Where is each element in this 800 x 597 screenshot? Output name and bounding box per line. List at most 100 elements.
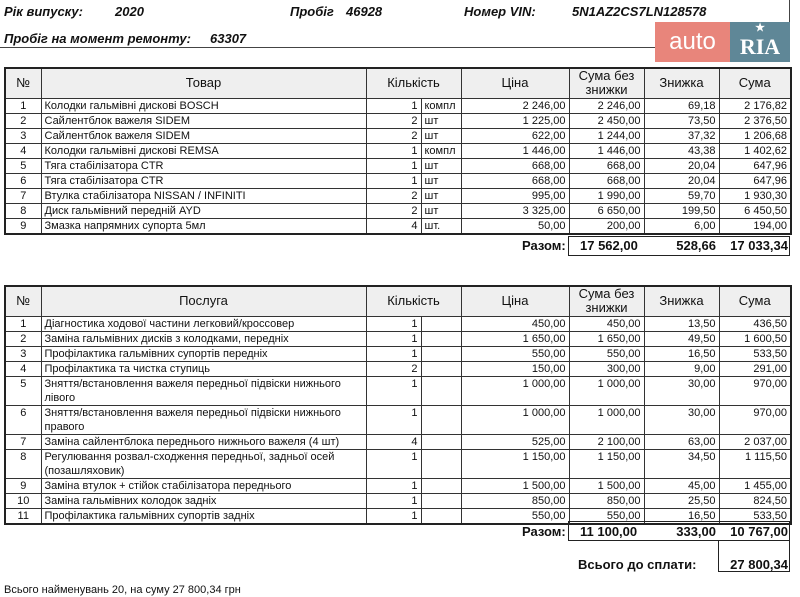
cell-sum: 970,00 bbox=[718, 404, 792, 435]
logo-ria: ★ RIA bbox=[730, 22, 790, 62]
cell-number: 6 bbox=[4, 172, 42, 189]
col-sum: Сума bbox=[718, 67, 792, 99]
cell-unit: шт bbox=[420, 187, 462, 204]
table-row: 1 Діагностика ходової частини легковий/кр… bbox=[4, 315, 792, 332]
cell-price: 3 325,00 bbox=[460, 202, 570, 219]
cell-number: 6 bbox=[4, 404, 42, 435]
cell-price: 850,00 bbox=[460, 492, 570, 509]
cell-sum: 533,50 bbox=[718, 345, 792, 362]
parts-table: № Товар Кількість Ціна Сума без знижки З… bbox=[4, 67, 792, 235]
table-row: 7 Заміна сайлентблока переднього нижнього… bbox=[4, 433, 792, 450]
cell-quantity: 1 bbox=[365, 507, 422, 524]
cell-price: 1 225,00 bbox=[460, 112, 570, 129]
col-number: № bbox=[4, 67, 42, 99]
cell-price: 550,00 bbox=[460, 345, 570, 362]
cell-quantity: 4 bbox=[365, 433, 422, 450]
cell-price: 668,00 bbox=[460, 172, 570, 189]
table-row: 3 Сайлентблок важеля SIDEM 2 шт 622,00 1 244,… bbox=[4, 127, 792, 144]
cell-number: 9 bbox=[4, 217, 42, 234]
cell-gross: 1 000,00 bbox=[568, 404, 645, 435]
cell-discount: 43,38 bbox=[643, 142, 720, 159]
cell-name: Заміна гальмівних колодок задніх bbox=[40, 492, 367, 509]
cell-number: 7 bbox=[4, 187, 42, 204]
logo-auto: auto bbox=[655, 22, 730, 62]
vin-value: 5N1AZ2CS7LN128578 bbox=[572, 4, 707, 19]
cell-gross: 1 500,00 bbox=[568, 477, 645, 494]
col-discount: Знижка bbox=[643, 285, 720, 317]
cell-gross: 850,00 bbox=[568, 492, 645, 509]
cell-name: Профілактика та чистка ступиць bbox=[40, 360, 367, 377]
cell-name: Колодки гальмівні дискові BOSCH bbox=[40, 97, 367, 114]
services-total-discount: 333,00 bbox=[676, 524, 716, 539]
mileage-value: 46928 bbox=[346, 4, 383, 19]
cell-gross: 668,00 bbox=[568, 157, 645, 174]
cell-price: 995,00 bbox=[460, 187, 570, 204]
parts-total-net: 17 033,34 bbox=[730, 238, 788, 253]
cell-unit bbox=[420, 360, 462, 377]
services-total-label: Разом: bbox=[522, 524, 566, 539]
cell-name: Діагностика ходової частини легковий/кро… bbox=[40, 315, 367, 332]
parts-total-discount: 528,66 bbox=[676, 238, 716, 253]
cell-unit: шт bbox=[420, 157, 462, 174]
cell-quantity: 1 bbox=[365, 97, 422, 114]
table-row: 5 Тяга стабілізатора CTR 1 шт 668,00 668,00 20… bbox=[4, 157, 792, 174]
cell-gross: 1 446,00 bbox=[568, 142, 645, 159]
cell-price: 1 000,00 bbox=[460, 404, 570, 435]
cell-sum: 647,96 bbox=[718, 172, 792, 189]
cell-gross: 1 150,00 bbox=[568, 448, 645, 479]
cell-discount: 6,00 bbox=[643, 217, 720, 234]
cell-sum: 6 450,50 bbox=[718, 202, 792, 219]
cell-discount: 25,50 bbox=[643, 492, 720, 509]
repair-mileage-value: 63307 bbox=[210, 31, 247, 46]
cell-discount: 63,00 bbox=[643, 433, 720, 450]
services-total-gross: 11 100,00 bbox=[580, 524, 638, 539]
vin-label: Номер VIN: bbox=[464, 4, 536, 19]
cell-price: 450,00 bbox=[460, 315, 570, 332]
cell-unit bbox=[420, 404, 462, 435]
cell-name: Зняття/встановлення важеля передньої під… bbox=[40, 375, 367, 406]
cell-unit: компл bbox=[420, 97, 462, 114]
cell-number: 7 bbox=[4, 433, 42, 450]
cell-name: Сайлентблок важеля SIDEM bbox=[40, 127, 367, 144]
parts-total-label: Разом: bbox=[522, 238, 566, 253]
cell-sum: 1 455,00 bbox=[718, 477, 792, 494]
cell-price: 550,00 bbox=[460, 507, 570, 524]
cell-sum: 1 402,62 bbox=[718, 142, 792, 159]
col-item: Товар bbox=[40, 67, 367, 99]
cell-number: 3 bbox=[4, 127, 42, 144]
cell-number: 4 bbox=[4, 142, 42, 159]
cell-discount: 30,00 bbox=[643, 404, 720, 435]
cell-number: 2 bbox=[4, 112, 42, 129]
cell-sum: 2 376,50 bbox=[718, 112, 792, 129]
cell-name: Профілактика гальмівних супортів передні… bbox=[40, 345, 367, 362]
star-icon: ★ bbox=[755, 22, 765, 34]
year-label: Рік випуску: bbox=[4, 4, 83, 19]
cell-price: 1 000,00 bbox=[460, 375, 570, 406]
cell-quantity: 2 bbox=[365, 112, 422, 129]
cell-quantity: 1 bbox=[365, 345, 422, 362]
logo-ria-text: RIA bbox=[739, 34, 781, 59]
services-total-box bbox=[568, 521, 790, 541]
cell-number: 1 bbox=[4, 97, 42, 114]
cell-name: Тяга стабілізатора CTR bbox=[40, 157, 367, 174]
cell-price: 622,00 bbox=[460, 127, 570, 144]
services-table: № Послуга Кількість Ціна Сума без знижки… bbox=[4, 285, 792, 525]
table-row: 8 Регулювання розвал-сходження передньої,… bbox=[4, 448, 792, 479]
col-number: № bbox=[4, 285, 42, 317]
cell-gross: 2 246,00 bbox=[568, 97, 645, 114]
cell-discount: 69,18 bbox=[643, 97, 720, 114]
cell-gross: 2 450,00 bbox=[568, 112, 645, 129]
cell-number: 10 bbox=[4, 492, 42, 509]
table-row: 4 Колодки гальмівні дискові REMSA 1 компл 1 … bbox=[4, 142, 792, 159]
cell-sum: 1 930,30 bbox=[718, 187, 792, 204]
cell-sum: 2 037,00 bbox=[718, 433, 792, 450]
table-row: 8 Диск гальмівний передній AYD 2 шт 3 325,00… bbox=[4, 202, 792, 219]
table-row: 6 Тяга стабілізатора CTR 1 шт 668,00 668,00 20… bbox=[4, 172, 792, 189]
cell-quantity: 1 bbox=[365, 448, 422, 479]
table-row: 9 Заміна втулок + стійок стабілізатора пе… bbox=[4, 477, 792, 494]
cell-quantity: 4 bbox=[365, 217, 422, 234]
cell-gross: 300,00 bbox=[568, 360, 645, 377]
cell-sum: 2 176,82 bbox=[718, 97, 792, 114]
cell-name: Тяга стабілізатора CTR bbox=[40, 172, 367, 189]
cell-price: 50,00 bbox=[460, 217, 570, 234]
